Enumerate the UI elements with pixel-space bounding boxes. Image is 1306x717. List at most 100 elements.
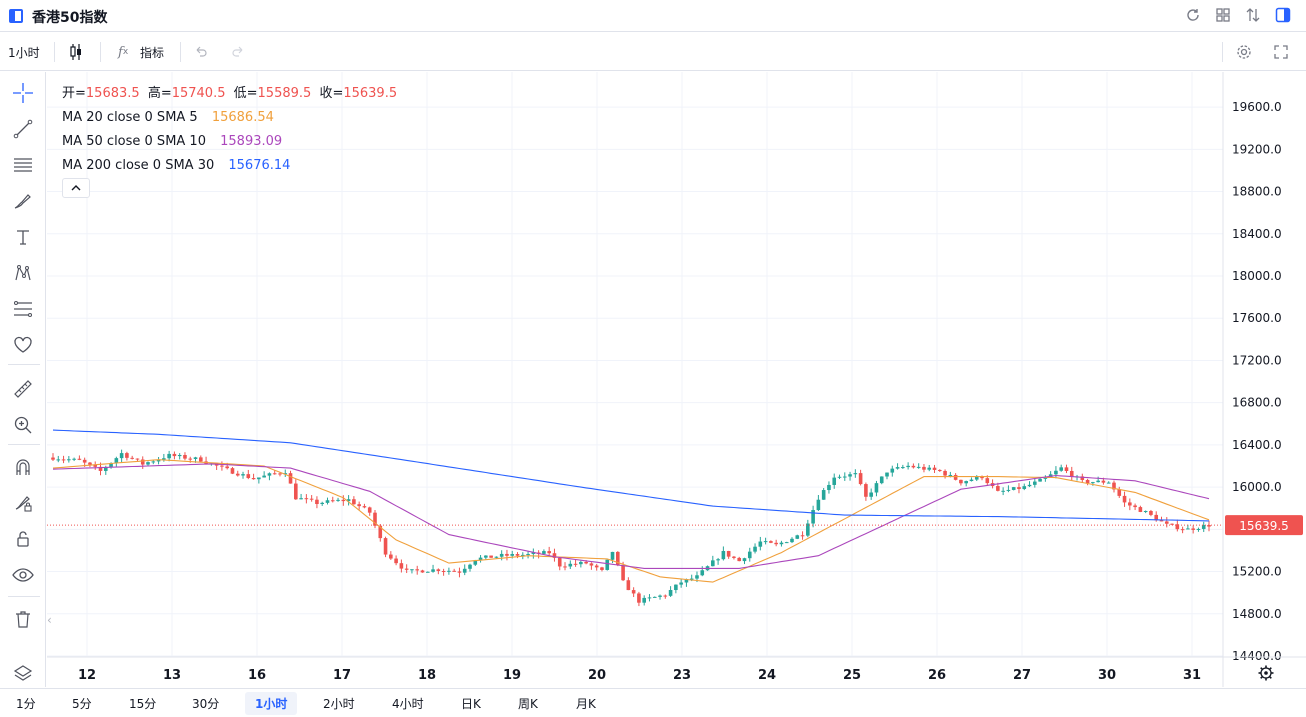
y-tick-label: 15200.0 — [1232, 565, 1282, 579]
candle-up — [890, 468, 895, 473]
ma3-row[interactable]: MA 200 close 0 SMA 30 15676.14 — [62, 154, 397, 178]
favorites-heart-icon[interactable] — [10, 332, 36, 358]
toolbar-divider — [100, 42, 101, 62]
fullscreen-icon[interactable] — [1274, 33, 1288, 71]
lock-icon[interactable] — [10, 526, 36, 552]
candle-up — [510, 554, 515, 556]
timeframe-30m[interactable]: 30分 — [192, 697, 220, 711]
candle-down — [626, 580, 631, 591]
x-tick-label: 27 — [1013, 668, 1031, 683]
timeframe-1m[interactable]: 1分 — [16, 697, 36, 711]
timeframe-1h[interactable]: 1小时 — [245, 692, 298, 715]
timeframe-week[interactable]: 周K — [518, 697, 538, 711]
sidebar-toggle-icon[interactable] — [1274, 6, 1292, 24]
candle-down — [394, 558, 398, 564]
magnet-icon[interactable] — [10, 454, 36, 480]
candle-down — [1164, 521, 1169, 524]
timeframe-month[interactable]: 月K — [576, 697, 596, 711]
candle-down — [457, 571, 462, 573]
candle-down — [552, 553, 557, 558]
candle-down — [98, 466, 103, 471]
trash-icon[interactable] — [10, 606, 36, 632]
candle-down — [436, 569, 441, 571]
candle-up — [1054, 470, 1058, 475]
timeframe-day[interactable]: 日K — [461, 697, 481, 711]
candle-up — [167, 453, 171, 459]
candle-up — [869, 492, 873, 497]
candle-down — [594, 565, 599, 568]
candle-down — [489, 555, 493, 558]
candle-down — [911, 465, 916, 468]
y-tick-label: 14400.0 — [1232, 649, 1282, 663]
candle-up — [468, 564, 472, 569]
redo-icon[interactable] — [231, 33, 245, 71]
layers-icon[interactable] — [10, 660, 36, 686]
low-label: 低= — [233, 86, 258, 101]
panel-icon[interactable] — [9, 9, 23, 23]
fib-levels-icon[interactable] — [10, 296, 36, 322]
timeframe-2h[interactable]: 2小时 — [323, 697, 355, 711]
trend-line-icon[interactable] — [10, 116, 36, 142]
candle-down — [1149, 511, 1153, 515]
x-tick-label: 26 — [928, 668, 946, 683]
interval-selector[interactable]: 1小时 — [8, 45, 40, 60]
candle-down — [373, 512, 377, 526]
x-tick-label: 12 — [78, 668, 96, 683]
ma2-row[interactable]: MA 50 close 0 SMA 10 15893.09 — [62, 130, 397, 154]
timeframe-5m[interactable]: 5分 — [72, 697, 92, 711]
indicators-button[interactable]: 指标 — [140, 45, 165, 60]
candle-down — [1138, 507, 1143, 512]
ruler-icon[interactable] — [10, 376, 36, 402]
y-tick-label: 19200.0 — [1232, 142, 1282, 156]
candle-down — [953, 474, 958, 480]
candle-down — [51, 457, 55, 460]
candle-down — [943, 470, 947, 476]
candle-down — [309, 498, 314, 500]
grid-layout-icon[interactable] — [1214, 6, 1232, 24]
candle-down — [922, 466, 926, 470]
text-icon[interactable] — [10, 224, 36, 250]
candle-down — [272, 473, 277, 475]
horizontal-lines-icon[interactable] — [10, 152, 36, 178]
candle-down — [563, 566, 567, 568]
zoom-in-icon[interactable] — [10, 412, 36, 438]
crosshair-icon[interactable] — [10, 80, 36, 106]
settings-icon[interactable] — [1236, 33, 1252, 71]
candlestick-chart[interactable]: 19600.0 19200.0 18800.0 18400.0 18000.0 17600… — [47, 72, 1306, 687]
ma1-label: MA 20 close 0 SMA 5 — [62, 110, 198, 125]
refresh-icon[interactable] — [1184, 6, 1202, 24]
eye-icon[interactable] — [10, 562, 36, 588]
candle-up — [257, 477, 261, 480]
lock-drawing-icon[interactable] — [10, 490, 36, 516]
candle-down — [1117, 489, 1122, 496]
candle-up — [1011, 487, 1016, 490]
candle-down — [600, 567, 604, 570]
ma1-row[interactable]: MA 20 close 0 SMA 5 15686.54 — [62, 106, 397, 130]
candle-down — [294, 483, 298, 500]
undo-icon[interactable] — [194, 33, 208, 71]
candle-type-icon[interactable] — [68, 33, 84, 71]
brush-icon[interactable] — [10, 188, 36, 214]
legend-collapse-button[interactable] — [62, 178, 90, 198]
candle-down — [420, 570, 425, 573]
pattern-icon[interactable] — [10, 260, 36, 286]
x-tick-label: 23 — [673, 668, 691, 683]
candle-up — [753, 546, 757, 552]
candle-up — [610, 551, 615, 560]
price-chart[interactable]: 19600.0 19200.0 18800.0 18400.0 18000.0 17600… — [47, 72, 1306, 687]
candle-up — [447, 570, 451, 572]
timeframe-15m[interactable]: 15分 — [129, 697, 157, 711]
candle-down — [937, 469, 942, 471]
candle-up — [67, 459, 71, 461]
candle-down — [352, 499, 356, 505]
candle-up — [494, 556, 499, 558]
candle-up — [542, 551, 546, 554]
candle-down — [188, 458, 193, 460]
collapse-sidebar-icon[interactable]: ‹ — [47, 613, 52, 627]
toolbar-divider — [180, 42, 181, 62]
sidebar-divider — [8, 364, 40, 365]
sort-icon[interactable] — [1244, 6, 1262, 24]
candle-up — [151, 461, 156, 463]
timeframe-4h[interactable]: 4小时 — [392, 697, 424, 711]
